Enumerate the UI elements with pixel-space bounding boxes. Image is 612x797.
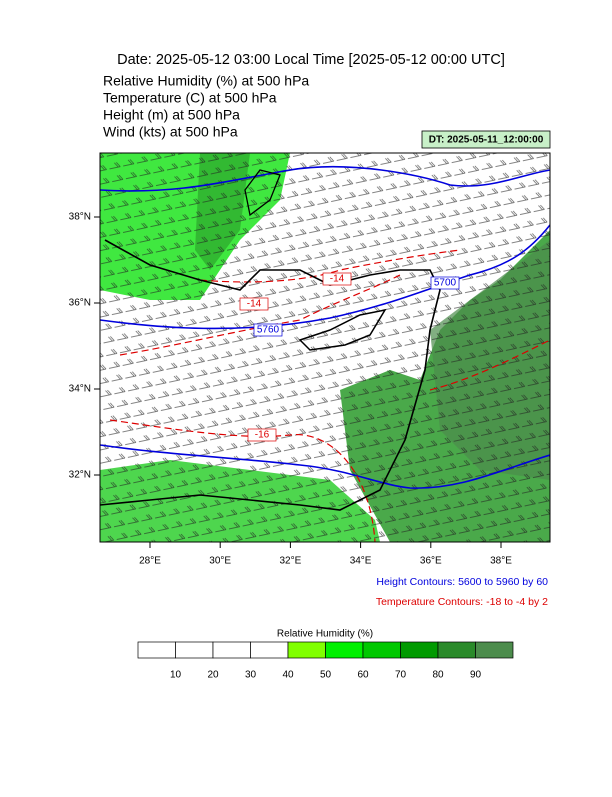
- contour-label-box: [247, 428, 277, 442]
- colorbar-box: [287, 641, 326, 659]
- colorbar-tick-label: 70: [395, 670, 407, 681]
- colorbar-box: [362, 641, 401, 659]
- colorbar-tick-label: 10: [170, 670, 182, 681]
- colorbar-box: [400, 641, 439, 659]
- contour-label: 5700: [434, 278, 457, 289]
- dt-badge-box: [421, 130, 551, 149]
- colorbar-box: [475, 641, 514, 659]
- header-line: Height (m) at 500 hPa: [103, 107, 240, 123]
- temperature-note: Temperature Contours: -18 to -4 by 2: [376, 596, 548, 608]
- colorbar-box: [325, 641, 364, 659]
- lat-label: 32°N: [69, 470, 91, 481]
- colorbar-box: [175, 641, 214, 659]
- height-note: Height Contours: 5600 to 5960 by 60: [376, 576, 548, 588]
- lon-label: 32°E: [280, 556, 302, 567]
- header-line: Wind (kts) at 500 hPa: [103, 124, 238, 140]
- lat-label: 36°N: [69, 298, 91, 309]
- contour-label: 5760: [257, 325, 280, 336]
- lon-label: 36°E: [420, 556, 442, 567]
- lat-label: 34°N: [69, 384, 91, 395]
- dt-badge: DT: 2025-05-11_12:00:00: [429, 135, 544, 146]
- header-line: Temperature (C) at 500 hPa: [103, 90, 277, 106]
- contour-label-box: [253, 323, 283, 337]
- lon-label: 30°E: [209, 556, 231, 567]
- lon-label: 38°E: [490, 556, 512, 567]
- map-area: [100, 153, 550, 542]
- colorbar-tick-label: 50: [320, 670, 332, 681]
- colorbar-box: [250, 641, 289, 659]
- colorbar-box: [437, 641, 476, 659]
- colorbar-title: Relative Humidity (%): [277, 629, 373, 640]
- colorbar-tick-label: 40: [282, 670, 294, 681]
- header-line: Relative Humidity (%) at 500 hPa: [103, 73, 309, 89]
- contour-label: -14: [330, 274, 345, 285]
- lon-label: 28°E: [139, 556, 161, 567]
- lon-label: 34°E: [350, 556, 372, 567]
- contour-label-box: [239, 297, 269, 311]
- contour-label-box: [430, 276, 460, 290]
- title: Date: 2025-05-12 03:00 Local Time [2025-…: [117, 52, 505, 68]
- contour-label: -14: [247, 299, 262, 310]
- map-frame: [99, 152, 551, 543]
- colorbar-tick-label: 90: [470, 670, 482, 681]
- lat-label: 38°N: [69, 212, 91, 223]
- colorbar-tick-label: 60: [357, 670, 369, 681]
- contour-label-box: [322, 272, 352, 286]
- colorbar-tick-label: 20: [207, 670, 219, 681]
- colorbar-tick-label: 80: [432, 670, 444, 681]
- colorbar-box: [137, 641, 176, 659]
- contour-label: -16: [255, 430, 270, 441]
- colorbar-tick-label: 30: [245, 670, 257, 681]
- colorbar-box: [212, 641, 251, 659]
